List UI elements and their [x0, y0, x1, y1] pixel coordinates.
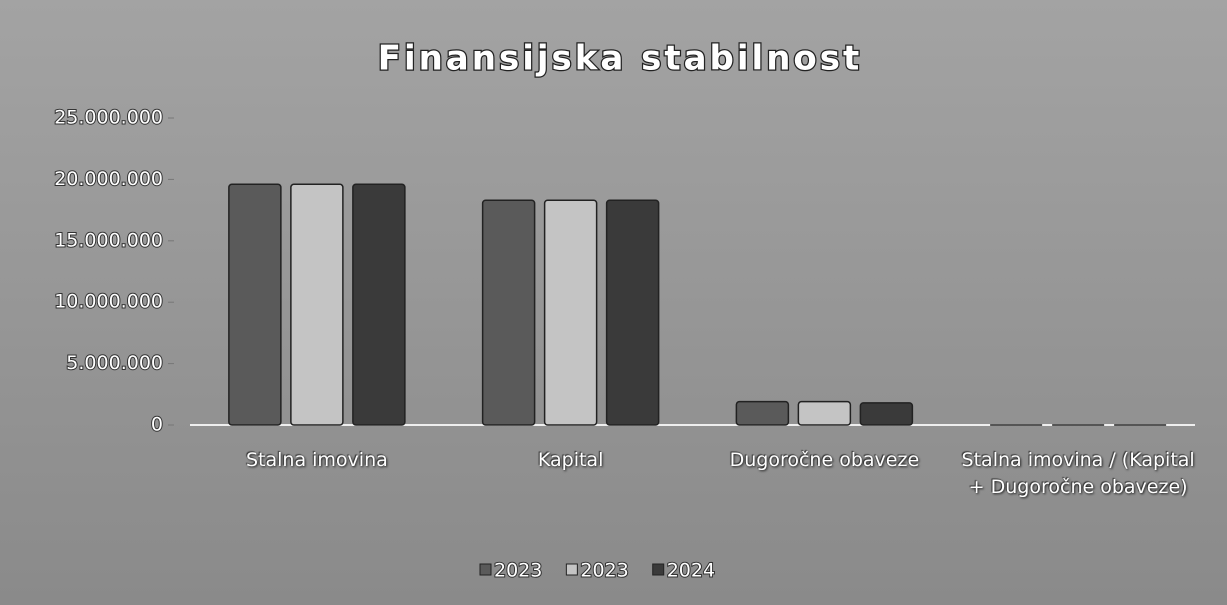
legend-swatch	[479, 563, 492, 576]
legend-swatch	[652, 563, 665, 576]
bar	[543, 199, 598, 426]
legend-label: 2023	[580, 560, 628, 582]
y-tick-label: 0	[151, 414, 163, 436]
y-tick-label: 25.000.000	[54, 107, 163, 129]
y-tick-label: 5.000.000	[66, 352, 163, 374]
bar	[859, 402, 914, 426]
legend-label: 2024	[667, 560, 715, 582]
x-tick-label: Dugoročne obaveze	[729, 449, 920, 471]
bar	[481, 199, 536, 426]
legend-label: 2023	[494, 560, 542, 582]
bar	[735, 400, 790, 426]
y-tick-label: 10.000.000	[54, 291, 163, 313]
bar	[797, 400, 852, 426]
y-tick-label: 20.000.000	[54, 168, 163, 190]
chart-title: Finansijska stabilnost	[378, 39, 863, 79]
bar	[352, 183, 406, 426]
legend-swatch	[565, 563, 578, 576]
x-tick-label: Stalna imovina / (Kapital + Dugoročne ob…	[961, 449, 1195, 498]
x-tick-label: Stalna imovina	[245, 449, 388, 471]
bar	[290, 183, 344, 426]
y-tick-label: 15.000.000	[54, 229, 163, 251]
bar	[228, 183, 282, 426]
x-tick-label: Kapital	[537, 449, 604, 471]
bar	[605, 199, 660, 426]
